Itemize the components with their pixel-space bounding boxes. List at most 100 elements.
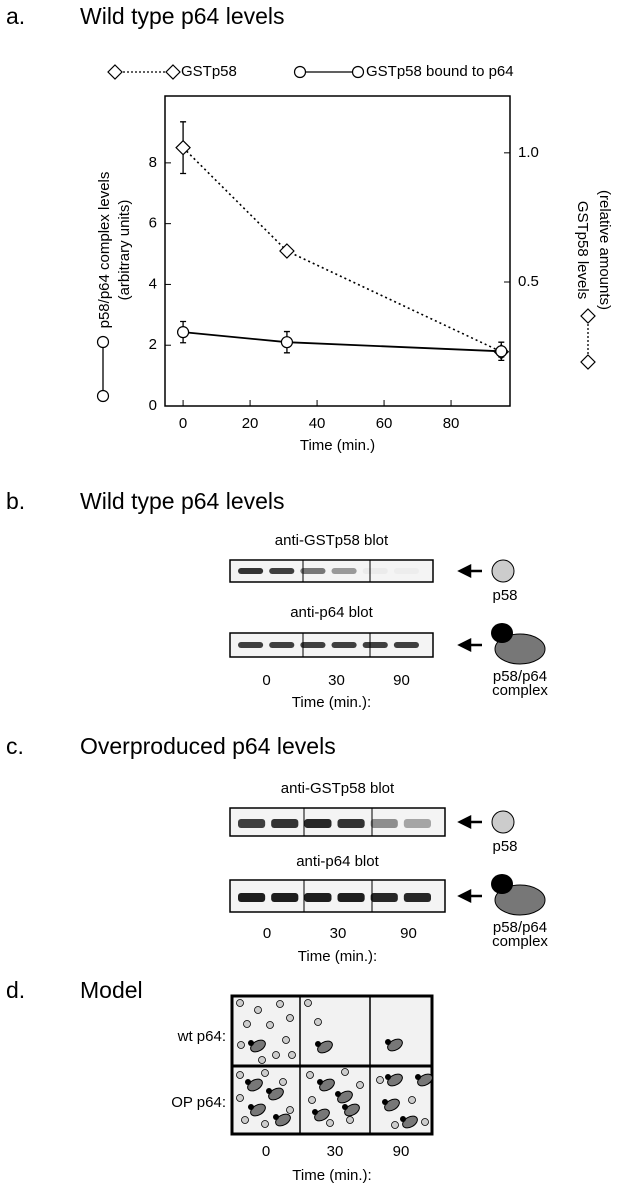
p58-icon	[326, 1119, 334, 1127]
band	[271, 819, 299, 828]
complex-icon	[266, 1088, 272, 1094]
x-tick-label: 0	[179, 415, 187, 432]
band	[331, 568, 357, 574]
band	[304, 893, 332, 902]
time-label: 0	[263, 925, 271, 942]
time-label: 90	[393, 672, 410, 689]
p58-icon	[341, 1068, 349, 1076]
y-tick-label: 0	[149, 397, 157, 414]
series-line	[182, 147, 502, 353]
complex-icon	[387, 1073, 403, 1087]
complex-icon	[417, 1073, 433, 1087]
p58-icon	[314, 1018, 322, 1026]
data-point	[279, 243, 295, 259]
complex-icon	[402, 1115, 418, 1129]
p58-icon	[356, 1081, 364, 1089]
p58-icon	[376, 1076, 384, 1084]
p58-icon	[261, 1120, 269, 1128]
x-tick-label: 60	[376, 415, 393, 432]
p58-icon	[276, 1000, 284, 1008]
p58-icon	[304, 999, 312, 1007]
time-label: 90	[393, 1143, 410, 1160]
band	[393, 642, 419, 648]
plot-frame	[164, 95, 511, 407]
y-tick-label: 4	[149, 275, 157, 292]
p58-icon	[261, 1069, 269, 1077]
blot-title: anti-p64 blot	[290, 604, 373, 621]
protein-label: p58	[492, 587, 517, 604]
y2-tick-label: 1.0	[518, 144, 539, 161]
band	[403, 893, 431, 902]
complex-icon	[344, 1103, 360, 1117]
p58-icon	[243, 1020, 251, 1028]
complex-icon	[335, 1091, 341, 1097]
series-line	[183, 331, 502, 353]
complex-icon	[273, 1114, 279, 1120]
time-axis-label: Time (min.):	[298, 948, 377, 965]
data-point	[175, 139, 191, 156]
y-tick-label: 2	[149, 336, 157, 353]
complex-icon	[250, 1103, 266, 1117]
time-label: 30	[327, 1143, 344, 1160]
band	[337, 893, 365, 902]
time-axis-label: Time (min.):	[292, 1167, 371, 1184]
panel-title: Wild type p64 levels	[80, 3, 285, 29]
protein-label: p58/p64	[493, 668, 547, 685]
p58-icon	[308, 1096, 316, 1104]
complex-icon	[245, 1079, 251, 1085]
axis-key-symbol	[580, 308, 596, 324]
complex-icon	[415, 1074, 421, 1080]
x-tick-label: 20	[242, 415, 259, 432]
complex-icon	[319, 1078, 335, 1092]
complex-icon	[268, 1087, 284, 1101]
band	[337, 819, 365, 828]
band	[370, 893, 398, 902]
complex-icon	[317, 1040, 333, 1054]
y-tick-label: 8	[149, 154, 157, 171]
band	[269, 642, 295, 648]
band	[238, 642, 264, 648]
blot-title: anti-p64 blot	[296, 853, 379, 870]
y2-tick-label: 0.5	[518, 273, 539, 290]
p58-icon	[286, 1106, 294, 1114]
complex-icon	[385, 1074, 391, 1080]
complex-icon	[387, 1038, 403, 1052]
p58-icon	[272, 1051, 280, 1059]
panel-title: Overproduced p64 levels	[80, 733, 336, 759]
protein-label: p58/p64	[493, 919, 547, 936]
arrow	[457, 637, 482, 653]
complex-icon	[248, 1104, 254, 1110]
y-axis-label: (arbitrary units)	[116, 200, 133, 301]
panel-title: Model	[80, 977, 143, 1003]
legend-symbol	[107, 64, 123, 80]
complex-icon	[317, 1079, 323, 1085]
panel-label: d.	[6, 977, 25, 1003]
legend-label: GSTp58 bound to p64	[366, 63, 514, 80]
legend-label: GSTp58	[181, 63, 237, 80]
band	[370, 819, 398, 828]
p58-icon	[421, 1118, 429, 1126]
time-axis-label: Time (min.):	[292, 694, 371, 711]
panel-title: Wild type p64 levels	[80, 488, 285, 514]
p58-bound-icon	[491, 874, 513, 894]
complex-icon	[385, 1039, 391, 1045]
complex-icon	[400, 1116, 406, 1122]
p58-bound-icon	[491, 623, 513, 643]
blot	[229, 559, 434, 583]
panel-label: b.	[6, 488, 25, 514]
band	[269, 568, 295, 574]
time-label: 90	[400, 925, 417, 942]
band	[300, 568, 326, 574]
x-tick-label: 40	[309, 415, 326, 432]
p58-icon	[241, 1116, 249, 1124]
y-axis-label: p58/p64 complex levels	[96, 172, 113, 329]
p58-icon	[306, 1071, 314, 1079]
p58-icon	[391, 1121, 399, 1129]
complex-icon	[314, 1108, 330, 1122]
complex-icon	[275, 1113, 291, 1127]
protein-label: complex	[492, 933, 548, 950]
p58-icon	[258, 1056, 266, 1064]
complex-icon	[247, 1078, 263, 1092]
p58-icon	[266, 1021, 274, 1029]
y2-axis-label: GSTp58 levels	[574, 201, 591, 299]
